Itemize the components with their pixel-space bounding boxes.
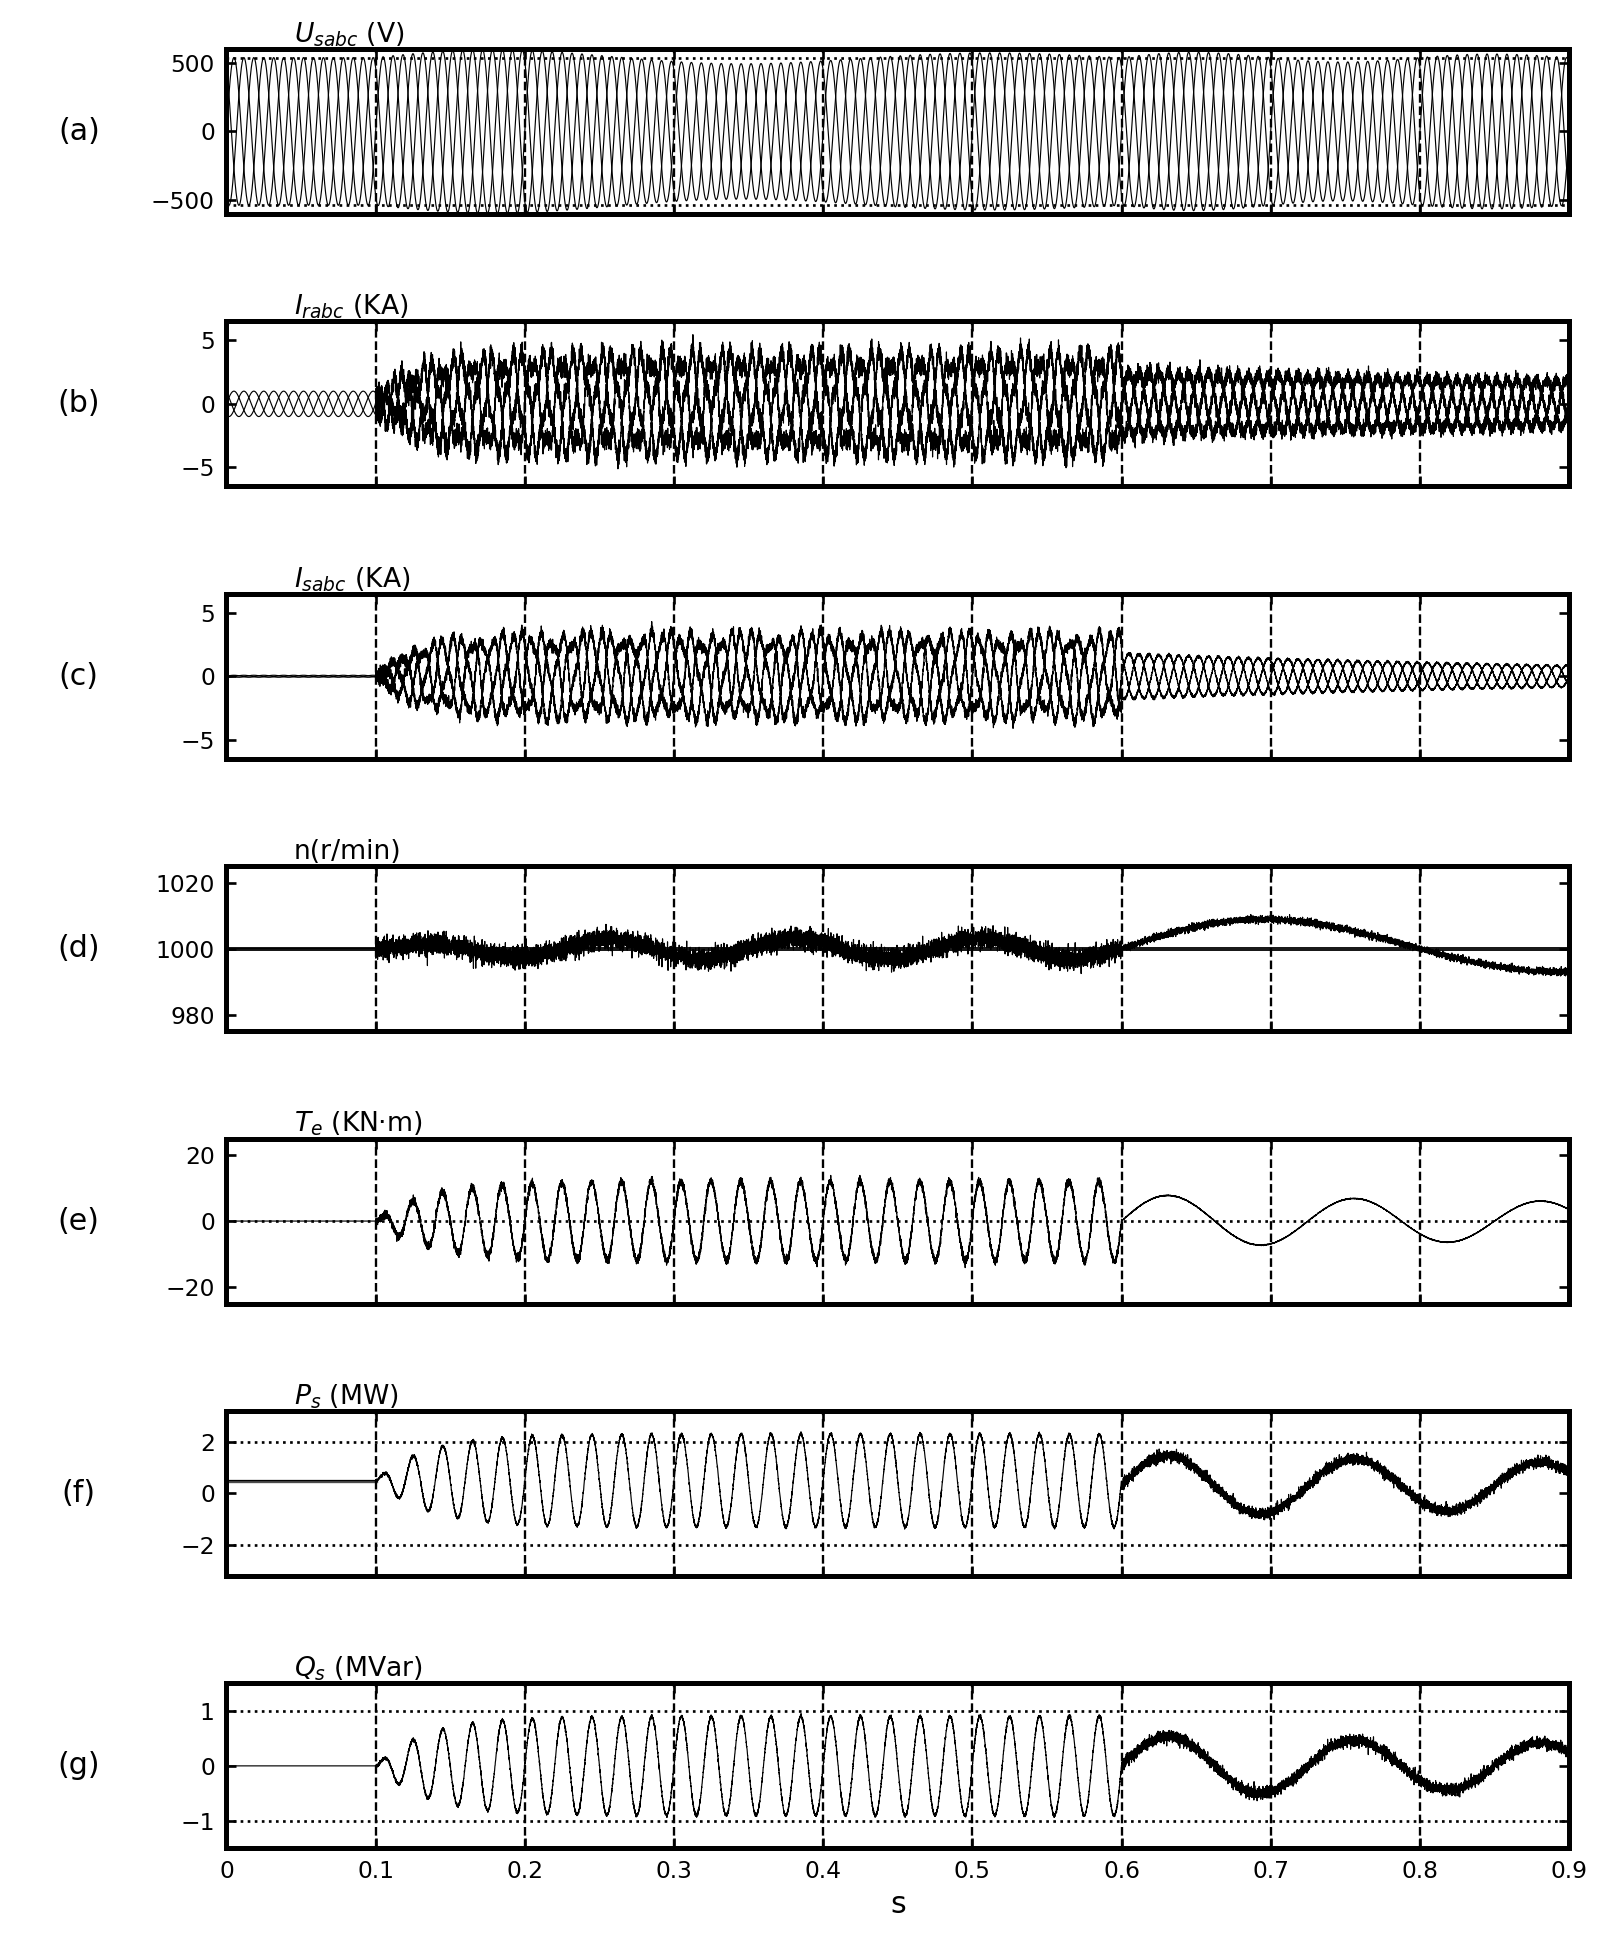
Text: $Q_s$ (MVar): $Q_s$ (MVar) — [294, 1655, 422, 1684]
Text: (d): (d) — [58, 935, 100, 962]
Text: (g): (g) — [58, 1751, 100, 1780]
Text: (f): (f) — [61, 1479, 95, 1508]
Text: $U_{sabc}$ (V): $U_{sabc}$ (V) — [294, 20, 404, 49]
Text: $P_s$ (MW): $P_s$ (MW) — [294, 1383, 398, 1410]
Text: (a): (a) — [58, 117, 100, 147]
X-axis label: s: s — [889, 1889, 906, 1919]
Text: $I_{rabc}$ (KA): $I_{rabc}$ (KA) — [294, 293, 407, 321]
Text: (c): (c) — [58, 661, 99, 690]
Text: (e): (e) — [58, 1207, 100, 1236]
Text: $T_e$ (KN·m): $T_e$ (KN·m) — [294, 1109, 422, 1138]
Text: (b): (b) — [58, 389, 100, 419]
Text: $I_{sabc}$ (KA): $I_{sabc}$ (KA) — [294, 565, 411, 593]
Text: n(r/min): n(r/min) — [294, 839, 401, 865]
